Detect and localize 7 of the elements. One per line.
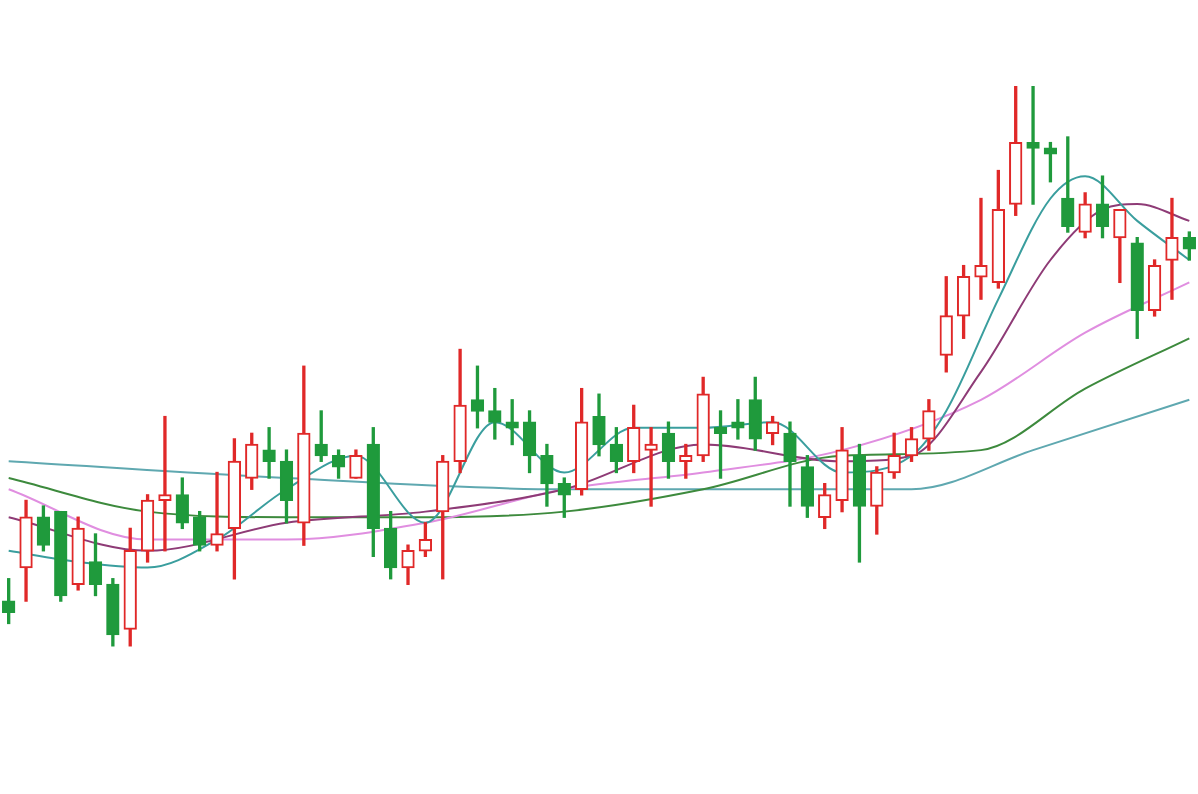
candlestick: [1165, 197, 1179, 300]
candlestick: [262, 427, 276, 479]
candlestick: [158, 415, 172, 552]
candlestick: [974, 197, 988, 300]
candlestick: [1026, 86, 1040, 205]
candlestick: [210, 471, 224, 552]
candlestick: [644, 427, 658, 507]
